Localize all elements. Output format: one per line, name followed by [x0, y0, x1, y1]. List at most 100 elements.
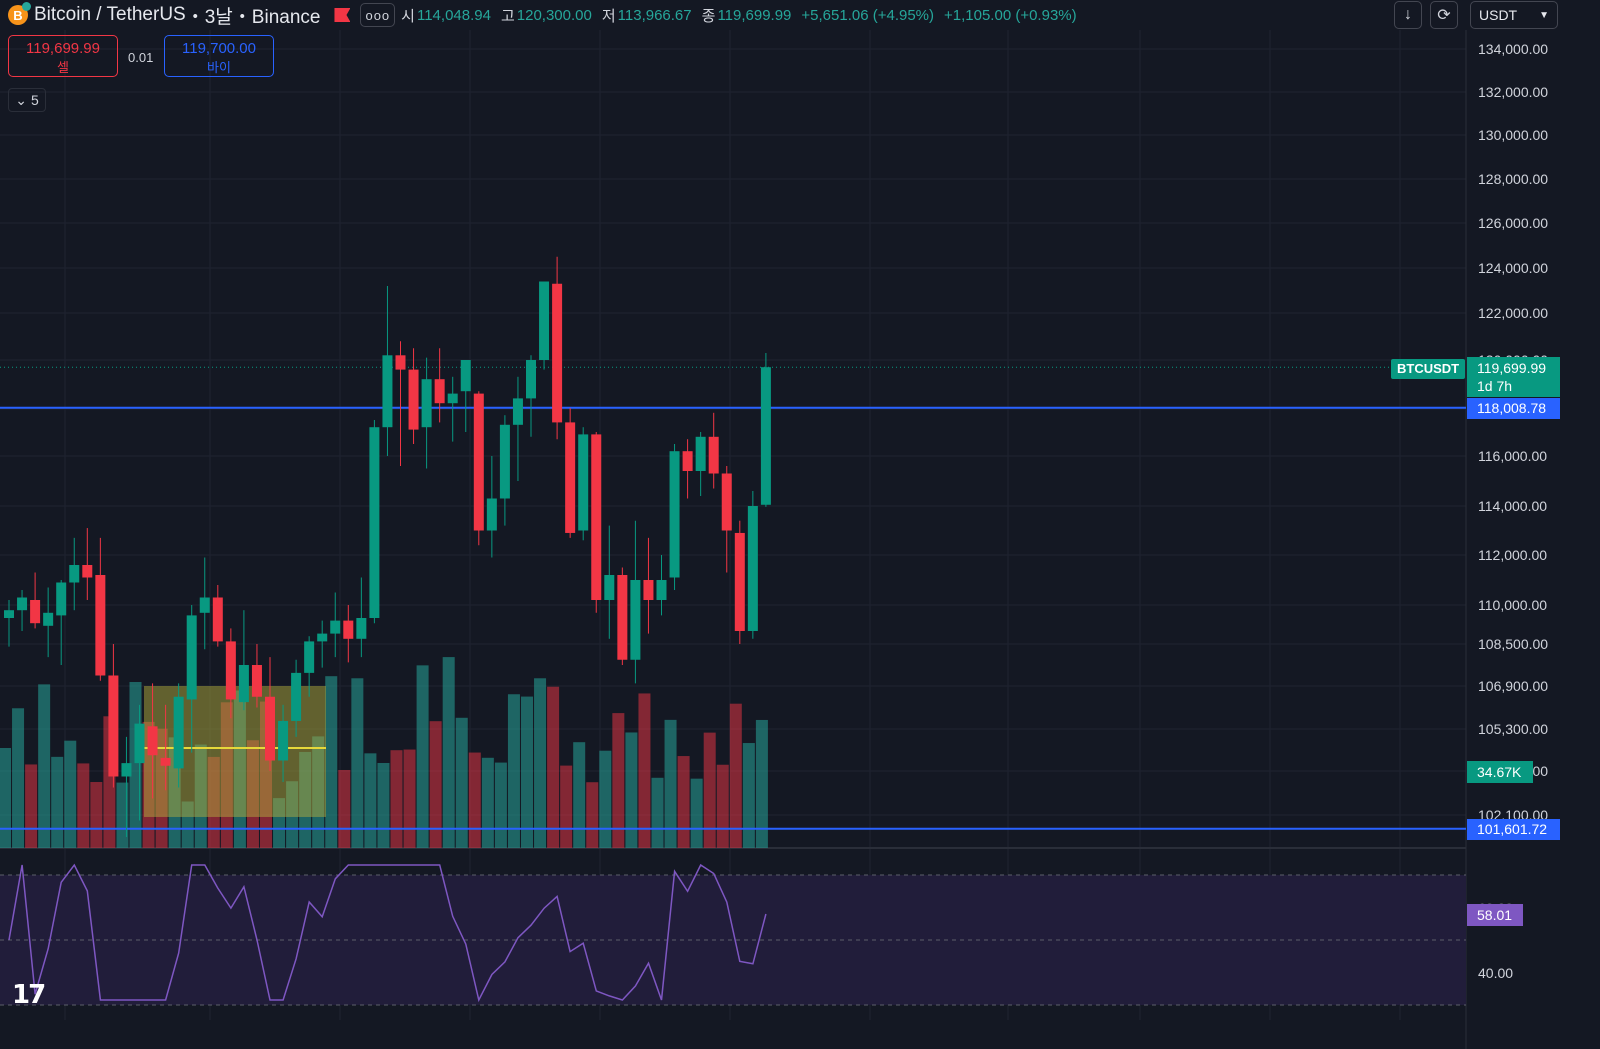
volume-bar: [455, 717, 468, 848]
candle-body: [408, 369, 419, 430]
candle-body: [69, 565, 80, 583]
price-tick: 106,900.00: [1478, 678, 1549, 694]
candle-body: [643, 580, 654, 600]
candle-body: [108, 675, 119, 777]
candle-body: [225, 641, 236, 700]
low-value: 113,966.67: [617, 6, 692, 24]
volume-bar: [12, 708, 25, 848]
buy-button[interactable]: 119,700.00 바이: [164, 35, 274, 77]
candle-body: [186, 615, 197, 700]
price-tick: 124,000.00: [1478, 260, 1549, 276]
countdown-value: 1d 7h: [1477, 378, 1513, 394]
price-tick: 134,000.00: [1478, 41, 1549, 57]
rsi-value-label: 58.01: [1467, 904, 1523, 926]
volume-bar: [468, 752, 481, 848]
interval-label[interactable]: ・3날: [185, 6, 233, 28]
symbol-name[interactable]: Bitcoin / TetherUS: [34, 4, 186, 25]
indicators-collapse-button[interactable]: ⌄ 5: [8, 88, 46, 112]
last-price-value: 119,699.99: [1477, 360, 1547, 376]
volume-bar: [547, 686, 560, 848]
candle-body: [212, 597, 223, 642]
candle-body: [526, 360, 536, 399]
candle-body: [447, 393, 458, 404]
hline-lower-label: 101,601.72: [1467, 819, 1560, 840]
candle-body: [512, 398, 523, 425]
volume-bar: [586, 782, 599, 848]
volume-bar: [416, 665, 429, 848]
tradingview-logo[interactable]: 17: [12, 980, 46, 1010]
volume-bar: [625, 732, 638, 848]
currency-value: USDT: [1479, 7, 1518, 23]
ohlc-readout: 시 114,048.94 고 120,300.00 저 113,966.67 종…: [401, 5, 1086, 26]
symbol-header[interactable]: B Bitcoin / TetherUS ・3날 ・Binance ooo 시 …: [0, 0, 1087, 30]
symbol-price-label: BTCUSDT: [1391, 359, 1466, 379]
candle-body: [721, 473, 732, 531]
volume-bar: [638, 693, 651, 848]
volume-bar: [664, 719, 677, 848]
candle-body: [56, 582, 67, 616]
candle-body: [760, 367, 771, 505]
buy-label: 바이: [207, 60, 231, 75]
candle-body: [134, 723, 145, 764]
candle-body: [682, 451, 693, 471]
volume-bar: [429, 721, 442, 848]
volume-bar: [403, 749, 416, 848]
volume-bar: [573, 742, 586, 848]
download-icon[interactable]: ↓: [1394, 1, 1422, 29]
candle-body: [604, 575, 615, 600]
rsi-tick-lower: 40.00: [1478, 965, 1514, 981]
candle-body: [486, 498, 497, 531]
volume-bar: [38, 684, 51, 848]
rsi-band-background: [0, 875, 1466, 1005]
candle-body: [304, 641, 315, 673]
candle-body: [160, 757, 171, 766]
candle-body: [317, 633, 328, 642]
volume-bar: [729, 703, 742, 848]
volume-bar: [560, 765, 573, 848]
quantity-value[interactable]: 0.01: [128, 50, 154, 65]
sell-button[interactable]: 119,699.99 셀: [8, 35, 118, 77]
candle-body: [434, 379, 445, 404]
volume-label: 34.67K: [1467, 761, 1533, 783]
volume-bar: [351, 678, 364, 848]
refresh-icon[interactable]: ⟳: [1430, 1, 1458, 29]
candle-body: [356, 618, 367, 639]
volume-bar: [521, 696, 533, 848]
candle-body: [395, 355, 406, 370]
candle-body: [473, 393, 484, 531]
candle-body: [265, 696, 275, 761]
candle-body: [708, 436, 719, 474]
high-value: 120,300.00: [516, 6, 592, 24]
candle-body: [539, 281, 550, 360]
currency-select[interactable]: USDT ▼: [1470, 1, 1558, 29]
candle-body: [656, 580, 667, 600]
candle-body: [578, 434, 589, 531]
exchange-label[interactable]: ・Binance: [232, 6, 321, 28]
more-options-button[interactable]: ooo: [360, 3, 396, 27]
price-tick: 105,300.00: [1478, 721, 1549, 737]
candle-body: [43, 612, 54, 626]
close-value: 119,699.99: [717, 6, 792, 24]
candle-body: [695, 436, 706, 471]
volume-bar: [599, 750, 612, 848]
buy-price: 119,700.00: [182, 40, 256, 57]
price-tick: 130,000.00: [1478, 127, 1549, 143]
volume-bar: [442, 657, 455, 848]
candle-body: [552, 283, 563, 423]
volume-bar: [129, 682, 142, 848]
open-label: 시: [401, 7, 415, 25]
volume-bar: [481, 757, 494, 848]
volume-bar: [742, 743, 755, 848]
candle-body: [630, 580, 641, 660]
candle-body: [460, 360, 471, 392]
candle-body: [278, 720, 289, 761]
candle-body: [4, 610, 14, 618]
candle-body: [669, 451, 680, 578]
price-tick: 112,000.00: [1478, 547, 1548, 563]
candle-body: [251, 665, 262, 697]
volume-bar: [25, 764, 38, 848]
flag-icon[interactable]: [334, 8, 351, 22]
volume-bar: [338, 769, 351, 848]
candle-body: [238, 665, 249, 703]
